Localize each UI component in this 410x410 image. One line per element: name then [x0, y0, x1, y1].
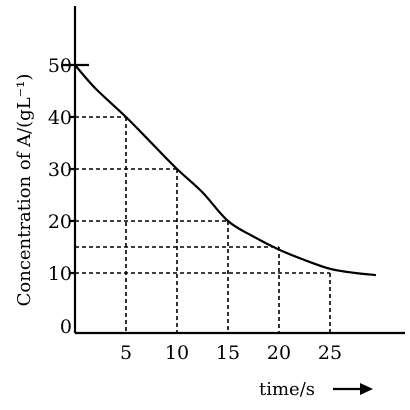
right-arrow-icon	[333, 383, 373, 395]
y-tick-label-20: 20	[48, 211, 72, 233]
x-tick-label-10: 10	[165, 342, 189, 364]
y-tick-label-50: 50	[48, 55, 72, 77]
tick-labels: 0 10 20 30 40 50 5 10 15 20 25	[48, 55, 342, 364]
series-curve	[74, 64, 377, 277]
y-tick-label-30: 30	[48, 159, 72, 181]
x-tick-label-20: 20	[267, 342, 291, 364]
y-axis-title: Concentration of A/(gL⁻¹)	[14, 74, 35, 307]
x-tick-label-5: 5	[120, 342, 132, 364]
x-tick-label-15: 15	[216, 342, 240, 364]
y-tick-label-10: 10	[48, 263, 72, 285]
y-tick-label-40: 40	[48, 107, 72, 129]
y-tick-label-0: 0	[60, 316, 72, 338]
series-line-0	[74, 64, 377, 277]
guide-lines	[75, 116, 331, 333]
x-axis-title: time/s	[259, 379, 315, 400]
x-tick-label-25: 25	[318, 342, 342, 364]
